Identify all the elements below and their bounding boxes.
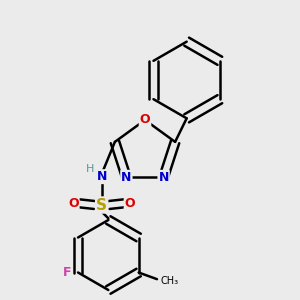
Text: H: H <box>86 164 94 174</box>
Text: S: S <box>96 197 107 212</box>
Text: CH₃: CH₃ <box>161 276 179 286</box>
Text: O: O <box>125 197 135 210</box>
Text: N: N <box>121 171 132 184</box>
Text: O: O <box>140 113 150 127</box>
Text: F: F <box>63 266 72 279</box>
Text: N: N <box>97 170 107 183</box>
Text: O: O <box>68 197 79 210</box>
Text: N: N <box>158 171 169 184</box>
